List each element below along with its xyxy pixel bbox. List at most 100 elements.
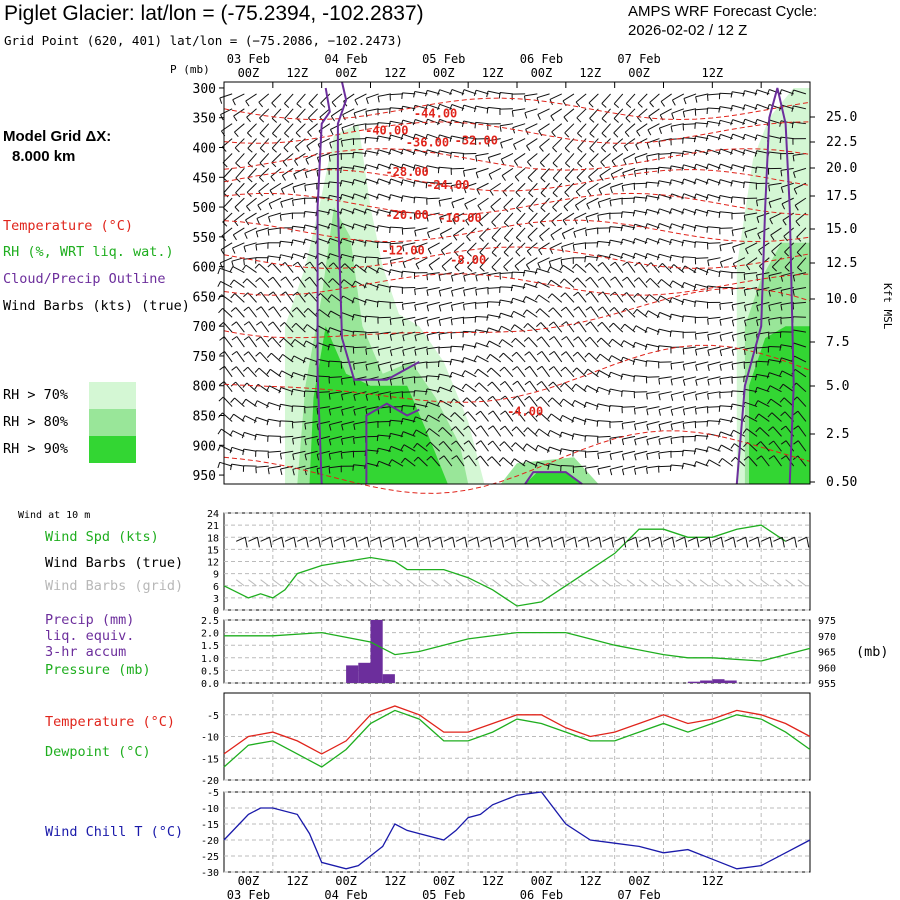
wind-barb-flag xyxy=(400,179,404,186)
wind-barb xyxy=(732,119,746,125)
wind-barb-flag xyxy=(449,398,455,404)
wind-barb xyxy=(414,227,428,232)
wind-barb xyxy=(235,307,245,318)
wind-barb-flag xyxy=(241,415,246,422)
wind-barb-flag xyxy=(681,224,685,231)
wind-barb xyxy=(224,366,233,378)
wind-barb xyxy=(720,163,733,169)
wind-barb xyxy=(573,416,587,422)
wind-barb xyxy=(768,151,782,154)
wind-barb xyxy=(501,325,514,333)
wind-barb-flag xyxy=(365,394,368,401)
wind-barb-flag xyxy=(438,427,443,433)
wind-barb xyxy=(773,455,782,467)
wind-barb-flag xyxy=(232,99,236,106)
wind-barb-flag xyxy=(669,239,672,246)
wind-barb xyxy=(695,108,709,111)
temperature-contour-label: -24.00 xyxy=(426,178,469,192)
wind-barb-flag xyxy=(633,375,635,382)
wind-barb xyxy=(695,283,709,288)
wind-barb xyxy=(576,263,587,273)
wind-barb xyxy=(365,361,379,366)
wind-barb-flag xyxy=(754,413,760,420)
temperature-contour-label: -44.00 xyxy=(414,107,457,121)
temperature-contour-label: -20.00 xyxy=(385,208,428,222)
wind-barb-flag xyxy=(400,163,404,170)
wind-barb xyxy=(463,182,477,188)
wind-barb xyxy=(794,355,807,363)
wind-barb xyxy=(248,336,257,348)
wind-barb xyxy=(720,148,733,154)
wind-barb-flag xyxy=(797,267,803,272)
wind-barb-flag xyxy=(400,148,404,155)
wind-barb xyxy=(609,405,623,408)
wind-barb-flag xyxy=(584,262,590,268)
wind-barb xyxy=(707,134,721,140)
wind-barb xyxy=(402,179,416,184)
wind-barb xyxy=(673,264,685,273)
wind-barb-flag xyxy=(437,167,440,174)
wind-barb xyxy=(415,133,428,140)
wind-barb-flag xyxy=(461,370,466,377)
temperature-panel: -5-10-15-20 xyxy=(201,692,811,787)
wind-barb-flag xyxy=(425,90,428,97)
wind-barb-flag xyxy=(340,166,342,174)
wind-barb-flag xyxy=(364,224,367,231)
wind-barb xyxy=(552,182,563,194)
wind-barb xyxy=(707,107,721,110)
wind-barb xyxy=(268,255,282,259)
wind-barb xyxy=(683,178,697,184)
wind-barb xyxy=(500,123,514,127)
wind-barb xyxy=(487,90,501,95)
wind-barb xyxy=(550,108,563,117)
wind-barb-flag xyxy=(479,252,485,257)
surface-wind-barb-flag xyxy=(684,537,688,548)
wind-barb xyxy=(417,456,428,467)
wind-barb-flag xyxy=(583,385,588,392)
wind-barb-flag xyxy=(539,235,544,242)
surface-wind-barb-flag xyxy=(317,537,321,548)
surface-wind-barb xyxy=(358,536,368,542)
wind-barb-flag xyxy=(601,118,607,123)
wind-barb-flag xyxy=(512,127,516,134)
wind-barb-flag xyxy=(290,253,294,260)
surface-wind-barb-flag xyxy=(537,537,541,548)
wind-barb-flag xyxy=(656,223,660,230)
surface-wind-barb xyxy=(382,536,392,542)
wind-barb xyxy=(565,336,575,348)
wind-barb-flag xyxy=(730,429,734,436)
wind-barb xyxy=(293,355,306,363)
wind-barb-flag xyxy=(425,182,428,189)
wind-barb xyxy=(292,253,306,259)
wind-barb-flag xyxy=(425,388,428,395)
wind-barb xyxy=(744,388,758,393)
wind-barb xyxy=(516,212,526,224)
wind-barb xyxy=(540,322,550,333)
wind-barb xyxy=(365,123,379,125)
wind-barb xyxy=(281,370,294,378)
wind-barb-flag xyxy=(681,463,684,470)
wind-barb-flag xyxy=(730,416,734,423)
wind-barb xyxy=(770,398,782,407)
surface-wind-barb-flag xyxy=(476,537,480,548)
wind-barb xyxy=(439,316,452,321)
pressure-tick-label: 700 xyxy=(193,320,216,335)
wind-barb-flag xyxy=(745,248,749,255)
wind-barb xyxy=(292,239,306,244)
wind-barb-flag xyxy=(280,276,286,281)
wind-barb xyxy=(658,406,672,411)
wind-barb xyxy=(600,153,611,163)
wind-barb-flag xyxy=(246,116,251,123)
wind-barb-flag xyxy=(463,425,469,431)
forecast-cycle-label: AMPS WRF Forecast Cycle: xyxy=(628,3,818,20)
wind-barb xyxy=(439,89,453,95)
page-title: Piglet Glacier: lat/lon = (-75.2394, -10… xyxy=(4,2,424,25)
surface-wind-barb xyxy=(651,536,661,542)
wind-barb xyxy=(659,108,672,116)
wind-barb xyxy=(597,212,611,216)
wind-barb-flag xyxy=(770,234,775,241)
wind-barb-flag xyxy=(766,398,772,405)
wind-barb xyxy=(609,197,623,201)
wind-barb-flag xyxy=(351,280,356,287)
wind-barb xyxy=(525,296,538,303)
